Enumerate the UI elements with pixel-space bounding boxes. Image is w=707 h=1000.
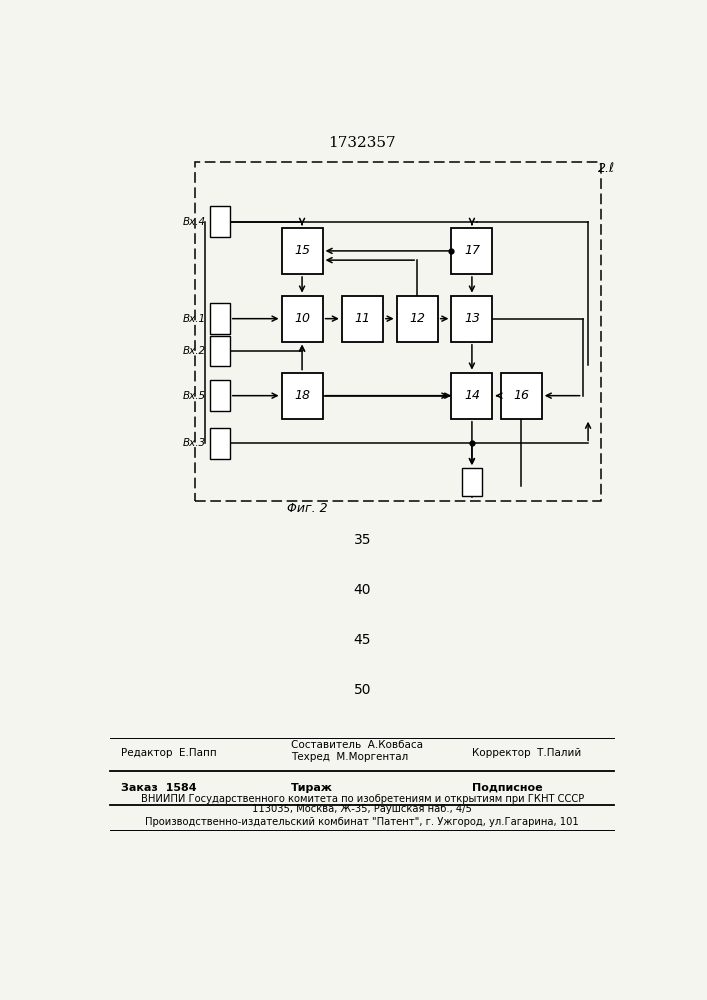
Bar <box>451 296 493 342</box>
Text: Тираж: Тираж <box>291 783 333 793</box>
Text: Редактор  Е.Папп: Редактор Е.Папп <box>122 748 217 758</box>
Text: Вх.3: Вх.3 <box>182 438 206 448</box>
Text: 12: 12 <box>409 312 425 325</box>
Text: Составитель  А.Ковбаса: Составитель А.Ковбаса <box>291 740 423 750</box>
Text: 15: 15 <box>294 244 310 257</box>
Text: 13: 13 <box>464 312 480 325</box>
Text: 16: 16 <box>513 389 530 402</box>
Text: Корректор  Т.Палий: Корректор Т.Палий <box>472 748 581 758</box>
Bar <box>210 206 230 237</box>
Text: 2.ℓ: 2.ℓ <box>598 162 615 175</box>
Bar <box>210 303 230 334</box>
Bar <box>195 162 601 501</box>
Bar <box>210 336 230 366</box>
Bar <box>451 228 493 274</box>
Bar <box>281 296 322 342</box>
Text: 14: 14 <box>464 389 480 402</box>
Text: Вх.5: Вх.5 <box>182 391 206 401</box>
Bar <box>451 373 493 419</box>
Text: ВНИИПИ Государственного комитета по изобретениям и открытиям при ГКНТ СССР: ВНИИПИ Государственного комитета по изоб… <box>141 794 584 804</box>
Text: Заказ  1584: Заказ 1584 <box>122 783 197 793</box>
Text: Производственно-издательский комбинат "Патент", г. Ужгород, ул.Гагарина, 101: Производственно-издательский комбинат "П… <box>146 817 579 827</box>
Text: 113035, Москва, Ж-35, Раушская наб., 4/5: 113035, Москва, Ж-35, Раушская наб., 4/5 <box>252 804 472 814</box>
Bar <box>341 296 383 342</box>
Text: Вх.4: Вх.4 <box>182 217 206 227</box>
Text: Подписное: Подписное <box>472 783 542 793</box>
Bar <box>501 373 542 419</box>
Text: 35: 35 <box>354 533 371 547</box>
Bar <box>397 296 438 342</box>
Text: Φиг. 2: Φиг. 2 <box>287 502 328 515</box>
Text: 11: 11 <box>354 312 370 325</box>
Text: 17: 17 <box>464 244 480 257</box>
Text: 10: 10 <box>294 312 310 325</box>
Text: Вх.1: Вх.1 <box>182 314 206 324</box>
Bar <box>281 228 322 274</box>
Text: 50: 50 <box>354 683 371 697</box>
Bar <box>462 468 481 496</box>
Bar <box>210 380 230 411</box>
Bar <box>210 428 230 459</box>
Text: 18: 18 <box>294 389 310 402</box>
Text: 45: 45 <box>354 633 371 647</box>
Text: 40: 40 <box>354 583 371 597</box>
Text: 1732357: 1732357 <box>329 136 396 150</box>
Text: Вх.2: Вх.2 <box>182 346 206 356</box>
Text: Техред  М.Моргентал: Техред М.Моргентал <box>291 752 409 762</box>
Bar <box>281 373 322 419</box>
